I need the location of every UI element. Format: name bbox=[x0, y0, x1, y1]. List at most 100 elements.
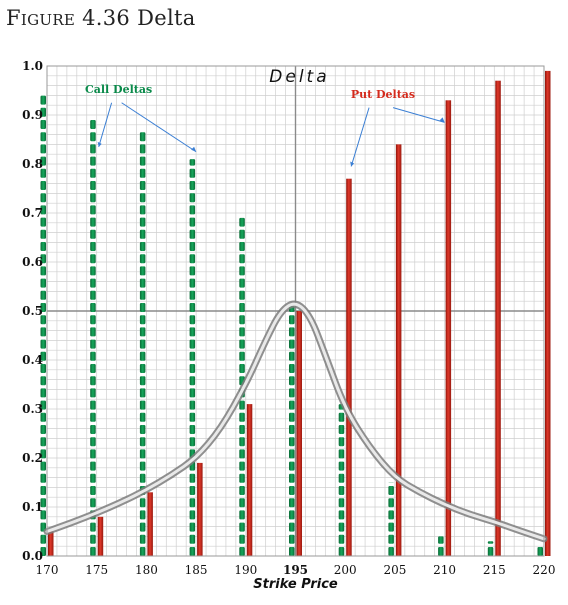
call-delta-segment bbox=[289, 400, 295, 410]
call-delta-segment bbox=[239, 510, 245, 520]
call-delta-segment bbox=[90, 351, 96, 361]
call-deltas-label: Call Deltas bbox=[85, 83, 152, 96]
call-delta-segment bbox=[139, 315, 146, 325]
call-arrow-right bbox=[121, 102, 197, 153]
call-delta-segment bbox=[40, 168, 46, 178]
call-delta-segment bbox=[139, 132, 146, 142]
call-delta-segment bbox=[189, 327, 196, 337]
call-delta-segment bbox=[40, 547, 46, 556]
call-delta-segment bbox=[40, 242, 46, 251]
call-delta-segment bbox=[289, 364, 295, 373]
call-delta-segment bbox=[239, 217, 245, 227]
call-delta-segment bbox=[90, 498, 96, 508]
call-delta-segment bbox=[289, 339, 295, 349]
call-delta-segment bbox=[189, 376, 196, 386]
x-tick-label: 185 bbox=[185, 563, 208, 577]
call-delta-segment bbox=[189, 400, 196, 410]
call-delta-segment bbox=[139, 522, 146, 532]
call-delta-segment bbox=[189, 498, 196, 508]
put-arrow-right bbox=[392, 107, 445, 123]
call-delta-segment bbox=[40, 278, 46, 288]
call-delta-segment bbox=[388, 510, 394, 520]
call-delta-segment bbox=[139, 290, 146, 300]
call-delta-segment bbox=[139, 547, 146, 556]
call-delta-segment bbox=[289, 388, 295, 398]
call-delta-segment bbox=[90, 315, 96, 325]
call-delta-segment bbox=[388, 498, 394, 508]
put-delta-bar bbox=[246, 404, 253, 556]
call-delta-segment bbox=[289, 547, 295, 556]
call-delta-segment bbox=[90, 242, 96, 251]
call-delta-segment bbox=[189, 388, 196, 398]
y-tick-label: 0.7 bbox=[22, 206, 43, 220]
call-delta-segment bbox=[90, 217, 96, 227]
call-delta-segment bbox=[338, 547, 345, 556]
call-delta-segment bbox=[189, 303, 196, 312]
call-delta-segment bbox=[40, 498, 46, 508]
call-delta-segment bbox=[239, 473, 245, 483]
call-delta-segment bbox=[289, 437, 295, 447]
x-tick-label: 190 bbox=[234, 563, 257, 577]
put-delta-bar bbox=[147, 492, 153, 556]
call-delta-segment bbox=[189, 278, 196, 288]
put-delta-bar bbox=[346, 178, 352, 556]
call-bars bbox=[40, 95, 543, 556]
x-axis-label: Strike Price bbox=[253, 577, 338, 592]
call-delta-segment bbox=[90, 522, 96, 532]
call-delta-segment bbox=[189, 159, 196, 166]
x-tick-label: 220 bbox=[533, 563, 556, 577]
call-delta-segment bbox=[189, 425, 196, 434]
call-delta-segment bbox=[388, 522, 394, 532]
x-tick-label: 215 bbox=[483, 563, 506, 577]
plot-border bbox=[46, 65, 545, 557]
call-delta-segment bbox=[438, 536, 444, 544]
call-delta-segment bbox=[239, 547, 245, 556]
figure-label: Figure 4.36 bbox=[6, 6, 131, 30]
put-delta-bar bbox=[48, 531, 54, 556]
y-tick-label: 0.0 bbox=[22, 549, 43, 563]
call-delta-segment bbox=[139, 449, 146, 459]
call-delta-segment bbox=[189, 229, 196, 239]
call-delta-bar bbox=[537, 547, 543, 556]
curve-highlight bbox=[45, 302, 546, 541]
call-delta-segment bbox=[139, 388, 146, 398]
call-delta-segment bbox=[90, 266, 96, 276]
call-delta-segment bbox=[90, 205, 96, 215]
call-delta-segment bbox=[239, 522, 245, 532]
call-delta-segment bbox=[139, 266, 146, 276]
call-delta-segment bbox=[189, 266, 196, 276]
call-delta-segment bbox=[189, 242, 196, 251]
call-delta-segment bbox=[289, 473, 295, 483]
call-delta-segment bbox=[40, 351, 46, 361]
call-delta-segment bbox=[90, 168, 96, 178]
call-delta-segment bbox=[40, 473, 46, 483]
call-delta-segment bbox=[139, 229, 146, 239]
call-delta-segment bbox=[40, 510, 46, 520]
call-delta-segment bbox=[40, 461, 46, 471]
call-delta-segment bbox=[189, 522, 196, 532]
call-delta-segment bbox=[189, 486, 196, 495]
call-delta-segment bbox=[40, 229, 46, 239]
call-delta-segment bbox=[289, 534, 295, 544]
call-delta-segment bbox=[139, 534, 146, 544]
call-delta-segment bbox=[139, 242, 146, 251]
call-delta-segment bbox=[40, 156, 46, 166]
call-delta-segment bbox=[40, 534, 46, 544]
call-delta-segment bbox=[338, 461, 345, 471]
call-delta-segment bbox=[90, 388, 96, 398]
call-delta-segment bbox=[338, 534, 345, 544]
call-delta-segment bbox=[289, 327, 295, 337]
call-delta-segment bbox=[189, 181, 196, 190]
call-delta-segment bbox=[388, 547, 394, 556]
call-arrowhead-right bbox=[191, 146, 197, 152]
call-delta-segment bbox=[239, 254, 245, 264]
call-delta-segment bbox=[338, 473, 345, 483]
call-delta-segment bbox=[139, 181, 146, 190]
call-delta-segment bbox=[338, 412, 345, 422]
call-delta-segment bbox=[40, 364, 46, 373]
call-delta-segment bbox=[239, 534, 245, 544]
call-delta-bar bbox=[438, 536, 444, 556]
put-delta-bar bbox=[296, 311, 302, 556]
call-delta-segment bbox=[90, 412, 96, 422]
